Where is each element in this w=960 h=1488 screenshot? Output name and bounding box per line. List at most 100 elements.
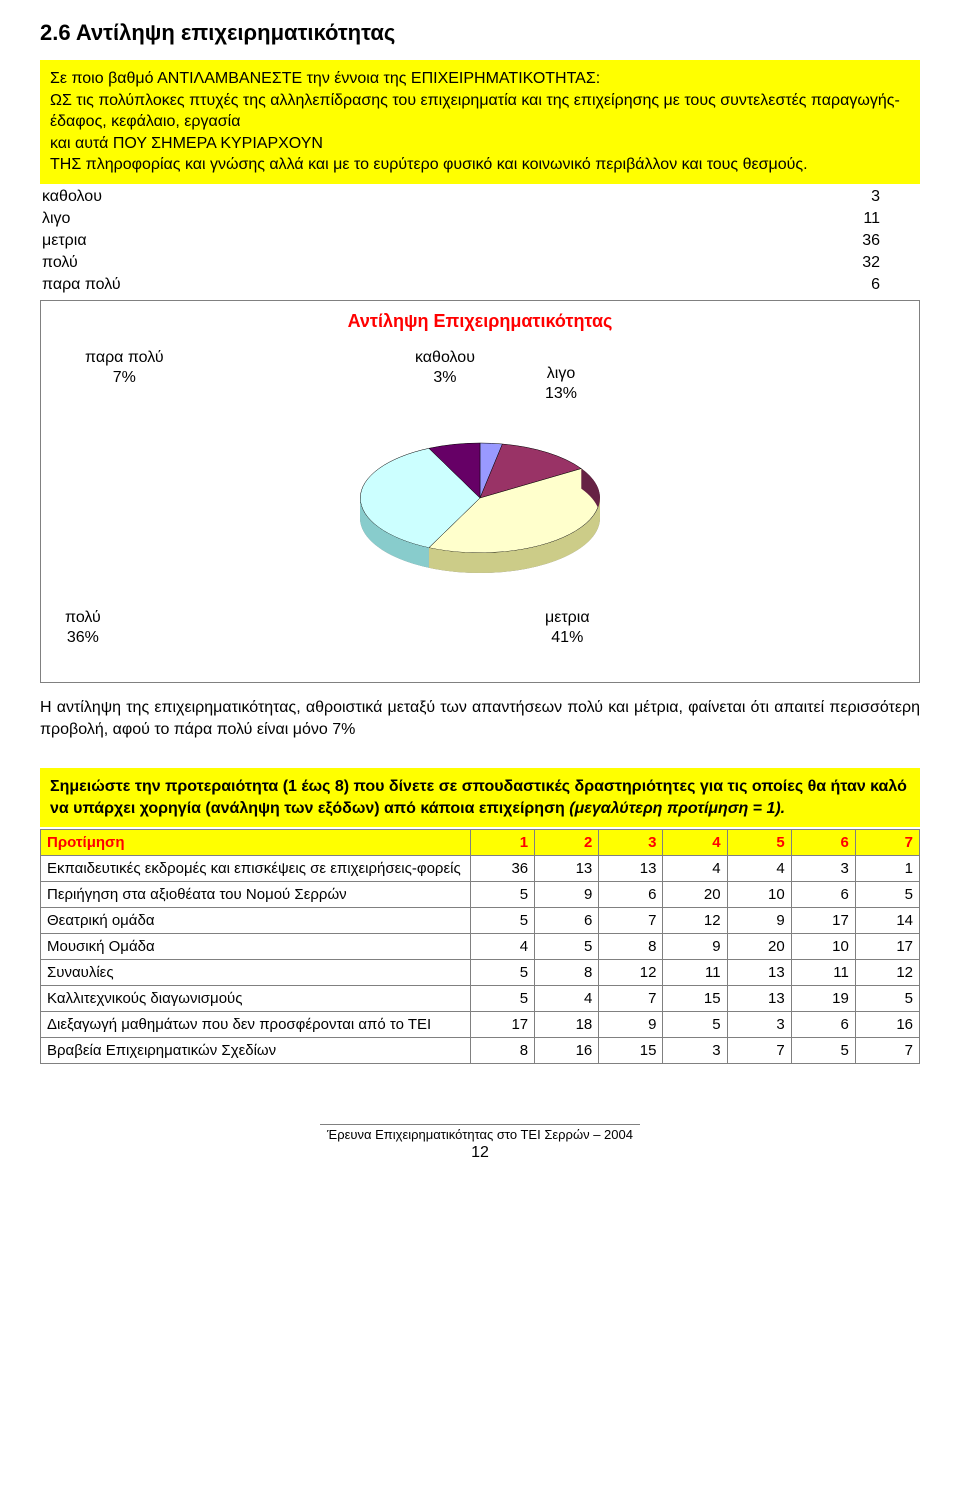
pt-cell: 3 — [791, 856, 855, 882]
footer-text: Έρευνα Επιχειρηματικότητας στο ΤΕΙ Σερρώ… — [320, 1124, 640, 1142]
pt-h6: 6 — [791, 830, 855, 856]
pt-row-label: Περιήγηση στα αξιοθέατα του Νομού Σερρών — [41, 882, 471, 908]
pt-cell: 10 — [791, 934, 855, 960]
pt-cell: 15 — [599, 1038, 663, 1064]
pt-cell: 13 — [535, 856, 599, 882]
pt-cell: 6 — [791, 882, 855, 908]
pt-cell: 13 — [727, 986, 791, 1012]
pt-h3: 3 — [599, 830, 663, 856]
pt-cell: 5 — [855, 882, 919, 908]
pt-cell: 16 — [535, 1038, 599, 1064]
pt-cell: 36 — [471, 856, 535, 882]
pt-h4: 4 — [663, 830, 727, 856]
q-line2: ΩΣ τις πολύπλοκες πτυχές της αλληλεπίδρα… — [50, 90, 910, 133]
priorities-row: Συναυλίες581211131112 — [41, 960, 920, 986]
pt-cell: 5 — [791, 1038, 855, 1064]
pie-pct: 3% — [433, 369, 456, 386]
pie-lbl: πολύ — [65, 609, 101, 626]
pt-cell: 3 — [727, 1012, 791, 1038]
priorities-row: Διεξαγωγή μαθημάτων που δεν προσφέρονται… — [41, 1012, 920, 1038]
pt-cell: 7 — [855, 1038, 919, 1064]
pq-italic: (μεγαλύτερη προτίμηση = 1). — [569, 800, 785, 817]
pt-cell: 8 — [599, 934, 663, 960]
pt-cell: 5 — [855, 986, 919, 1012]
pie-label-metria: μετρια 41% — [545, 608, 590, 648]
pt-cell: 5 — [535, 934, 599, 960]
pt-cell: 10 — [727, 882, 791, 908]
pt-cell: 19 — [791, 986, 855, 1012]
pie-label-para-poly: παρα πολύ 7% — [85, 348, 164, 388]
q-line1: Σε ποιο βαθμό ΑΝΤΙΛΑΜΒΑΝΕΣΤΕ την έννοια … — [50, 68, 910, 90]
pie-pct: 41% — [551, 629, 583, 646]
pt-cell: 15 — [663, 986, 727, 1012]
pt-cell: 5 — [471, 960, 535, 986]
pt-cell: 12 — [855, 960, 919, 986]
pie-lbl: παρα πολύ — [85, 349, 164, 366]
pt-cell: 5 — [471, 908, 535, 934]
pt-cell: 12 — [599, 960, 663, 986]
pt-cell: 8 — [535, 960, 599, 986]
priorities-row: Θεατρική ομάδα5671291714 — [41, 908, 920, 934]
result-row: μετρια36 — [40, 230, 920, 252]
pie-lbl: καθολου — [415, 349, 475, 366]
pie-chart — [340, 398, 620, 598]
priorities-row: Περιήγηση στα αξιοθέατα του Νομού Σερρών… — [41, 882, 920, 908]
pt-cell: 9 — [599, 1012, 663, 1038]
pt-cell: 11 — [791, 960, 855, 986]
pt-cell: 7 — [599, 908, 663, 934]
pt-cell: 20 — [663, 882, 727, 908]
q-line4: ΤΗΣ πληροφορίας και γνώσης αλλά και με τ… — [50, 154, 910, 176]
pt-cell: 13 — [599, 856, 663, 882]
chart-title: Αντίληψη Επιχειρηματικότητας — [55, 311, 905, 332]
pt-cell: 7 — [599, 986, 663, 1012]
result-row: παρα πολύ6 — [40, 274, 920, 296]
pt-cell: 18 — [535, 1012, 599, 1038]
pt-cell: 16 — [855, 1012, 919, 1038]
pt-cell: 1 — [855, 856, 919, 882]
pt-row-label: Καλλιτεχνικούς διαγωνισμούς — [41, 986, 471, 1012]
pie-lbl: μετρια — [545, 609, 590, 626]
result-row: πολύ32 — [40, 252, 920, 274]
pt-cell: 6 — [791, 1012, 855, 1038]
pt-cell: 9 — [727, 908, 791, 934]
q-line3: και αυτά ΠΟΥ ΣΗΜΕΡΑ ΚΥΡΙΑΡΧΟΥΝ — [50, 133, 910, 155]
pt-row-label: Συναυλίες — [41, 960, 471, 986]
pt-h1: 1 — [471, 830, 535, 856]
result-value: 3 — [556, 186, 920, 208]
pt-row-label: Εκπαιδευτικές εκδρομές και επισκέψεις σε… — [41, 856, 471, 882]
pt-h7: 7 — [855, 830, 919, 856]
pt-cell: 20 — [727, 934, 791, 960]
result-value: 11 — [556, 208, 920, 230]
pie-label-poly: πολύ 36% — [65, 608, 101, 648]
pie-label-katholou: καθολου 3% — [415, 348, 475, 388]
result-row: λιγο11 — [40, 208, 920, 230]
result-label: μετρια — [40, 230, 556, 252]
priorities-question: Σημειώστε την προτεραιότητα (1 έως 8) πο… — [40, 768, 920, 827]
body-paragraph: Η αντίληψη της επιχειρηματικότητας, αθρο… — [40, 697, 920, 740]
result-label: λιγο — [40, 208, 556, 230]
pt-cell: 9 — [535, 882, 599, 908]
pt-cell: 14 — [855, 908, 919, 934]
result-value: 36 — [556, 230, 920, 252]
question-box: Σε ποιο βαθμό ΑΝΤΙΛΑΜΒΑΝΕΣΤΕ την έννοια … — [40, 60, 920, 184]
result-label: πολύ — [40, 252, 556, 274]
results-table: καθολου3 λιγο11 μετρια36 πολύ32 παρα πολ… — [40, 186, 920, 296]
priorities-row: Μουσική Ομάδα4589201017 — [41, 934, 920, 960]
pt-cell: 7 — [727, 1038, 791, 1064]
priorities-row: Εκπαιδευτικές εκδρομές και επισκέψεις σε… — [41, 856, 920, 882]
pt-cell: 5 — [663, 1012, 727, 1038]
priorities-row: Βραβεία Επιχειρηματικών Σχεδίων816153757 — [41, 1038, 920, 1064]
pt-cell: 9 — [663, 934, 727, 960]
pt-cell: 17 — [471, 1012, 535, 1038]
result-label: καθολου — [40, 186, 556, 208]
pt-cell: 5 — [471, 882, 535, 908]
pt-cell: 5 — [471, 986, 535, 1012]
pt-cell: 17 — [791, 908, 855, 934]
pt-cell: 4 — [727, 856, 791, 882]
pt-h5: 5 — [727, 830, 791, 856]
pt-row-label: Μουσική Ομάδα — [41, 934, 471, 960]
pt-cell: 4 — [535, 986, 599, 1012]
pt-cell: 4 — [471, 934, 535, 960]
pt-cell: 13 — [727, 960, 791, 986]
pt-cell: 3 — [663, 1038, 727, 1064]
